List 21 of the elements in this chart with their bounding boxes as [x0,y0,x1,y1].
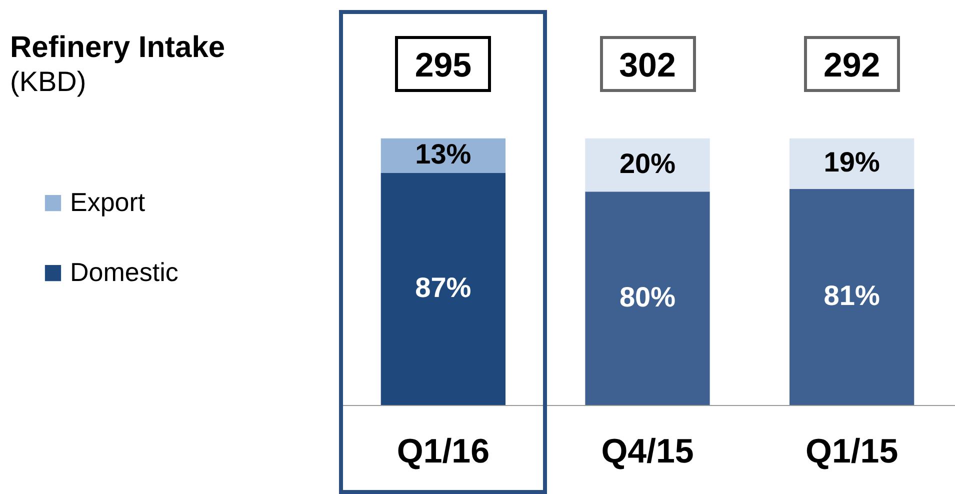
bar [790,138,914,189]
data-label: 19% [824,146,880,178]
text: 292 [823,46,880,84]
bar [585,138,710,192]
chart-title: Refinery Intake [10,31,226,64]
data-label: 13% [415,138,472,170]
data-label: 80% [619,281,676,312]
x-tick-label: Q4/15 [601,432,694,470]
bar [790,189,914,405]
text: (KBD) [10,66,86,97]
legend-label: Domestic [70,257,178,287]
x-tick-label: Q1/15 [806,432,898,470]
legend-label: Export [70,187,146,217]
data-label: 20% [619,148,676,179]
data-label: 87% [415,272,472,303]
text: 295 [414,46,472,84]
bar [585,192,710,405]
text: 302 [619,46,676,84]
bar [380,173,506,405]
data-label: 81% [824,280,880,311]
x-tick-label: Q1/16 [396,432,490,470]
